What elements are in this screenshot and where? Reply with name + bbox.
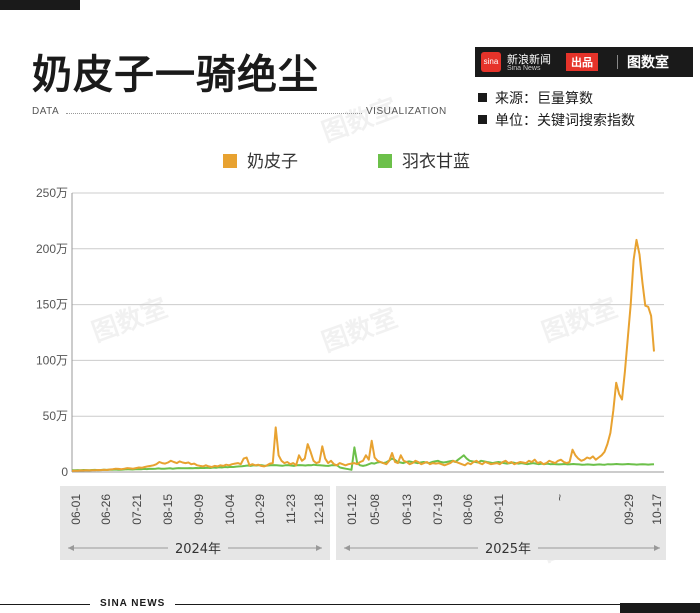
corner-decoration-top-left — [0, 0, 80, 10]
sina-logo-icon: sina — [481, 52, 501, 72]
footer-line-left — [0, 604, 90, 605]
year-arrow-right-icon — [654, 545, 660, 551]
x-tick-label: 07-21 — [130, 494, 144, 525]
x-tick-label: 10-17 — [650, 494, 664, 525]
series-line-naipizi — [71, 238, 655, 472]
y-tick-label: 250万 — [36, 186, 68, 200]
x-tick-label: 08-06 — [461, 494, 475, 525]
x-tick-label: 09-29 — [622, 494, 636, 525]
brand-separator — [617, 55, 618, 69]
dotted-divider — [66, 113, 362, 114]
corner-decoration-bottom-right — [620, 603, 700, 613]
y-tick-label: 50万 — [43, 409, 68, 423]
footer-text: SINA NEWS — [100, 598, 166, 609]
x-tick-label: 11-23 — [284, 494, 298, 524]
brand-tag: 出品 — [566, 53, 598, 71]
source-text: 来源：巨量算数 — [495, 91, 593, 107]
square-bullet-icon — [478, 93, 487, 102]
year-label: 2025年 — [485, 542, 531, 557]
square-bullet-icon — [478, 115, 487, 124]
x-tick-label: ~ — [553, 494, 567, 501]
series-line-yuyiganlan — [71, 446, 655, 472]
legend-swatch-yuyiganlan — [378, 154, 392, 168]
source-note: 来源：巨量算数 — [478, 88, 593, 108]
x-tick-label: 09-11 — [492, 494, 506, 524]
data-caption: DATA — [32, 106, 60, 117]
x-tick-label: 07-19 — [431, 494, 445, 525]
x-tick-label: 06-01 — [69, 494, 83, 525]
brand-sub: Sina News — [507, 65, 541, 72]
y-tick-label: 150万 — [36, 298, 68, 312]
year-arrow-left-icon — [344, 545, 350, 551]
x-tick-label: 12-18 — [312, 494, 326, 525]
legend-swatch-naipizi — [223, 154, 237, 168]
x-tick-label: 06-26 — [99, 494, 113, 525]
year-arrow-right-icon — [316, 545, 322, 551]
x-tick-label: 06-13 — [400, 494, 414, 525]
unit-note: 单位：关键词搜索指数 — [478, 110, 635, 130]
legend-label-yuyiganlan: 羽衣甘蓝 — [402, 152, 470, 172]
y-tick-label: 200万 — [36, 242, 68, 256]
x-tick-label: 05-08 — [368, 494, 382, 525]
x-tick-label: 08-15 — [161, 494, 175, 525]
visualization-caption: VISUALIZATION — [366, 106, 447, 117]
brand-name: 新浪新闻 — [507, 53, 551, 66]
unit-text: 单位：关键词搜索指数 — [495, 113, 635, 129]
x-tick-label: 10-29 — [253, 494, 267, 525]
brand-bar: sina 新浪新闻 Sina News 出品 图数室 — [475, 47, 693, 77]
year-label: 2024年 — [175, 542, 221, 557]
y-tick-label: 100万 — [36, 353, 68, 367]
footer-line-right — [175, 604, 620, 605]
year-arrow-left-icon — [68, 545, 74, 551]
y-tick-label: 0 — [61, 465, 68, 479]
brand-shu-logo: 图数室 — [627, 55, 669, 71]
legend-label-naipizi: 奶皮子 — [247, 152, 298, 172]
x-tick-label: 09-09 — [192, 494, 206, 525]
chart-title: 奶皮子一骑绝尘 — [32, 52, 319, 98]
legend-item-yuyiganlan: 羽衣甘蓝 — [378, 147, 470, 172]
legend-item-naipizi: 奶皮子 — [223, 147, 298, 172]
x-tick-label: 01-12 — [345, 494, 359, 525]
x-tick-label: 10-04 — [223, 494, 237, 525]
